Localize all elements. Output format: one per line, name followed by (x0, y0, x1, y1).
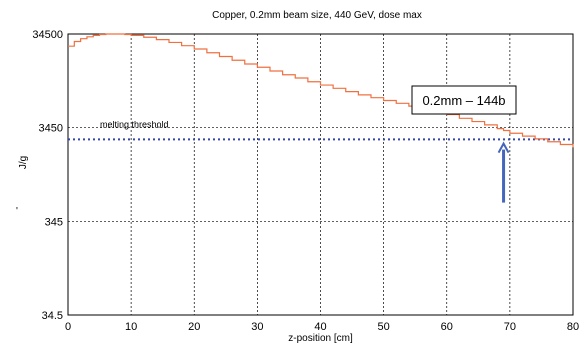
beam-annotation-box (411, 85, 517, 115)
chart-title: Copper, 0.2mm beam size, 440 GeV, dose m… (212, 10, 422, 21)
x-tick-labels: 0 10 20 30 40 50 60 70 80 (65, 321, 579, 333)
x-tick-label: 40 (314, 321, 326, 333)
threshold-arrow (497, 141, 510, 203)
grid (68, 34, 573, 315)
y-tick-label: 34.5 (42, 310, 63, 322)
x-tick-label: 70 (504, 321, 516, 333)
y-tick-label: 3450 (39, 123, 63, 135)
x-tick-label: 50 (378, 321, 390, 333)
y-tick-labels: 34500 3450 345 34.5 (32, 29, 63, 322)
x-tick-label: 20 (188, 321, 200, 333)
x-tick-label: 10 (125, 321, 137, 333)
y-axis-minor-mark: ' (16, 206, 18, 217)
x-axis-label: z-position [cm] (288, 333, 353, 344)
series-line (68, 33, 574, 148)
series-layer (68, 33, 574, 148)
melting-threshold-label: melting threshold (100, 119, 169, 129)
x-tick-label: 30 (251, 321, 263, 333)
x-tick-label: 80 (567, 321, 579, 333)
arrow-head (497, 141, 510, 154)
plot-frame (67, 33, 574, 316)
y-tick-label: 34500 (32, 29, 63, 41)
x-tick-label: 0 (65, 321, 71, 333)
beam-annotation-text: 0.2mm – 144b (422, 93, 505, 108)
x-tick-label: 60 (441, 321, 453, 333)
y-tick-label: 345 (45, 216, 63, 228)
y-axis-label: J/g (18, 156, 29, 169)
